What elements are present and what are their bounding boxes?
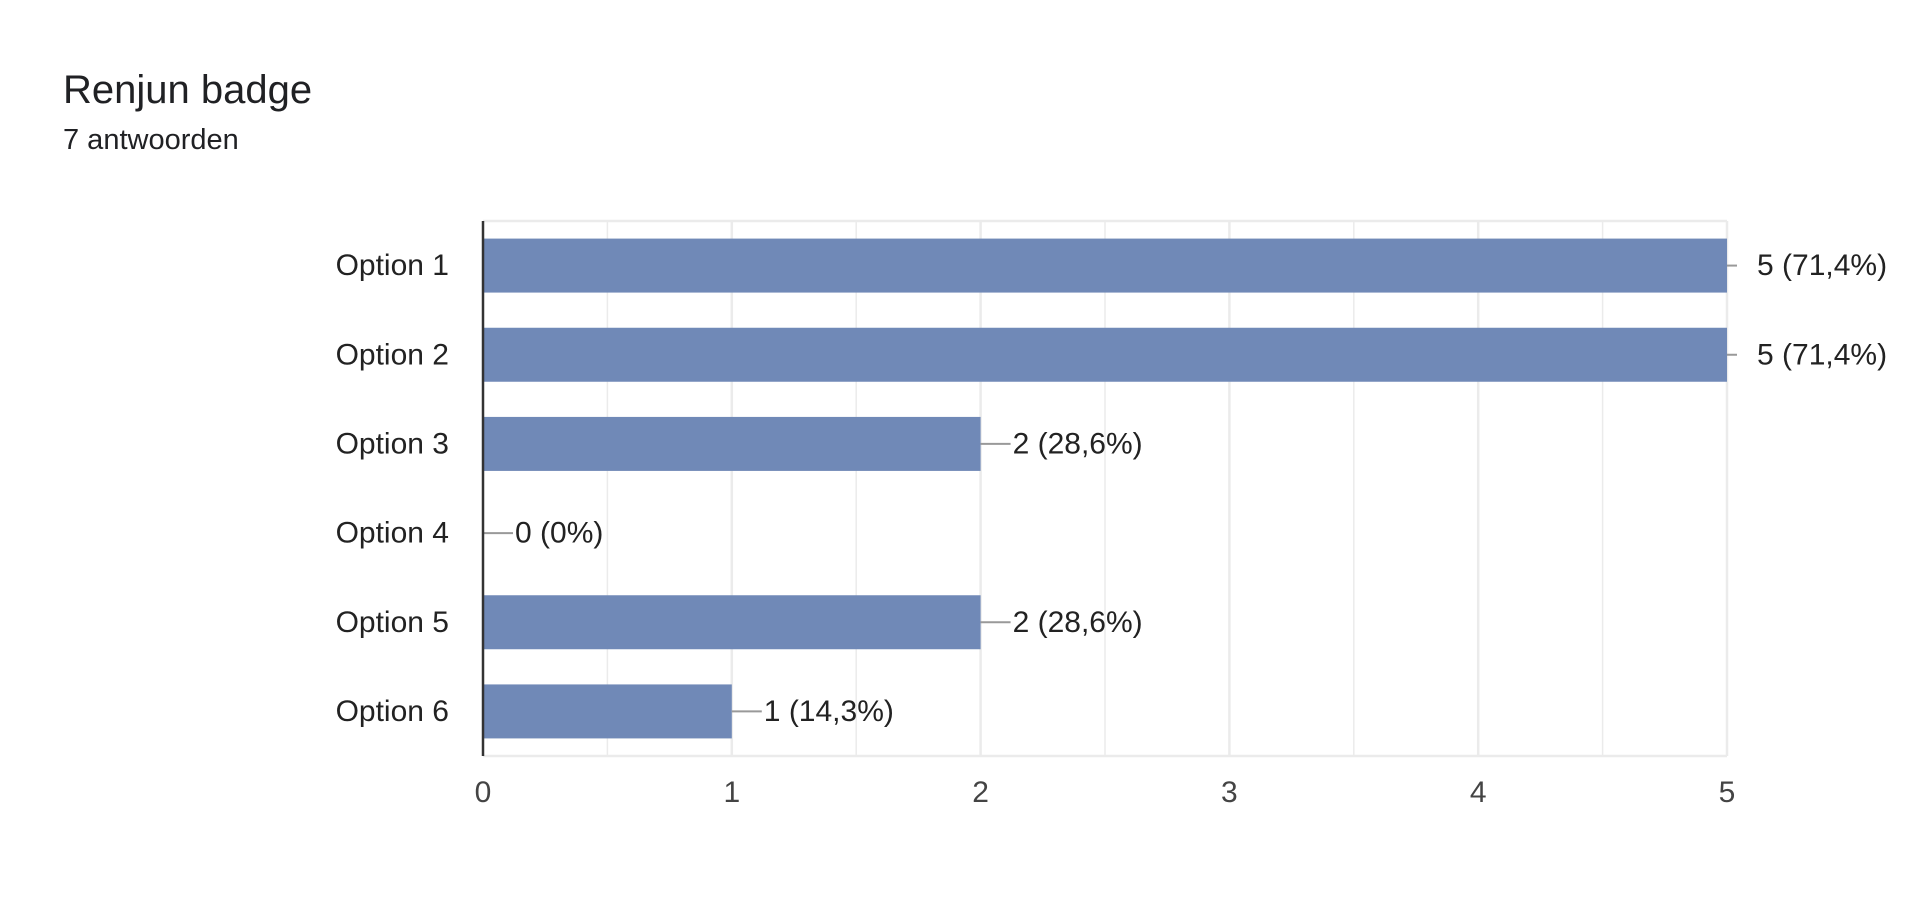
- data-label: 5 (71,4%): [1757, 338, 1887, 371]
- x-tick-label: 0: [475, 776, 492, 809]
- category-label: Option 3: [336, 427, 449, 460]
- category-label: Option 5: [336, 606, 449, 639]
- chart-title: Renjun badge: [63, 68, 313, 112]
- x-tick-label: 4: [1470, 776, 1487, 809]
- x-tick-label: 3: [1221, 776, 1238, 809]
- x-tick-label: 1: [723, 776, 740, 809]
- category-label: Option 1: [336, 249, 449, 282]
- bar: [483, 416, 981, 471]
- data-label: 5 (71,4%): [1757, 249, 1887, 282]
- data-label: 1 (14,3%): [764, 695, 894, 728]
- chart-header: Renjun badge 7 antwoorden: [63, 62, 312, 162]
- x-tick-label: 5: [1719, 776, 1736, 809]
- data-label: 0 (0%): [515, 517, 603, 550]
- category-label: Option 6: [336, 695, 449, 728]
- category-label: Option 2: [336, 338, 449, 371]
- bar: [483, 327, 1727, 382]
- x-tick-label: 2: [972, 776, 989, 809]
- bar: [483, 238, 1727, 293]
- data-label: 2 (28,6%): [1013, 427, 1143, 460]
- category-label: Option 4: [336, 517, 449, 550]
- data-label: 2 (28,6%): [1013, 606, 1143, 639]
- response-count: 7 antwoorden: [63, 124, 239, 156]
- bar: [483, 595, 981, 650]
- bar: [483, 684, 732, 739]
